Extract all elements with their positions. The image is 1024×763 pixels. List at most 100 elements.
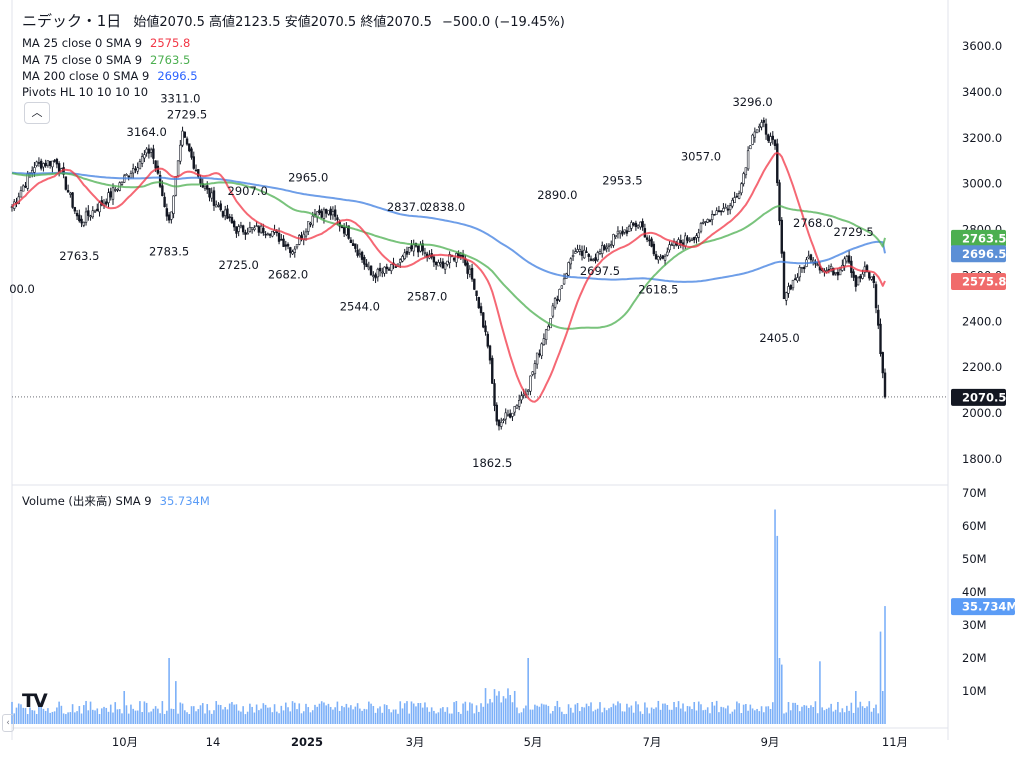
volume-bar — [287, 707, 289, 724]
volume-bar — [684, 711, 687, 724]
volume-bar — [769, 708, 772, 724]
pivot-label: 2837.0 — [387, 200, 427, 214]
scroll-left-button[interactable]: ‹ — [2, 714, 14, 732]
volume-bar — [677, 701, 680, 724]
volume-bar — [870, 711, 873, 724]
candle-body — [387, 268, 391, 271]
volume-bar — [659, 709, 662, 724]
volume-bar — [392, 709, 395, 724]
candle-body — [417, 245, 420, 253]
volume-bar — [859, 701, 862, 724]
volume-bar — [89, 701, 92, 724]
price-tick-label: 2400.0 — [962, 314, 1002, 328]
candle-body — [470, 267, 474, 280]
volume-bar — [834, 709, 837, 724]
volume-bar — [381, 712, 384, 724]
legend-pivots[interactable]: Pivots HL 10 10 10 10 — [22, 85, 148, 99]
volume-bar — [204, 713, 206, 724]
candle-body — [863, 266, 867, 273]
volume-bar — [552, 711, 554, 724]
candle-body — [342, 227, 346, 234]
candle-body — [578, 248, 581, 252]
candle-body — [560, 285, 564, 289]
volume-bar — [152, 708, 155, 724]
volume-bar — [399, 701, 402, 724]
volume-bar — [843, 712, 846, 724]
volume-bar — [26, 714, 29, 724]
volume-bar — [293, 702, 296, 724]
tradingview-logo[interactable]: TV — [22, 690, 48, 712]
candle-body — [367, 266, 371, 270]
volume-bar — [127, 713, 130, 724]
ma75-line — [11, 172, 886, 330]
legend-ma200[interactable]: MA 200 close 0 SMA 9 2696.5 — [22, 69, 198, 83]
volume-bar — [309, 712, 312, 724]
volume-bar — [504, 698, 507, 724]
volume-tick-label: 60M — [962, 519, 987, 533]
legend-ma25[interactable]: MA 25 close 0 SMA 9 2575.8 — [22, 36, 190, 50]
candle-body — [636, 225, 640, 228]
volume-bar — [71, 704, 74, 724]
candle-body — [870, 276, 873, 280]
volume-bar — [179, 702, 182, 724]
volume-bar — [289, 711, 292, 724]
candle-body — [699, 223, 703, 232]
candle-body — [845, 256, 849, 262]
candle-body — [354, 243, 357, 249]
candle-body — [526, 389, 530, 393]
volume-bar — [605, 710, 608, 724]
candle-body — [363, 256, 366, 265]
candle-body — [513, 406, 516, 413]
volume-bar — [664, 703, 666, 724]
volume-bar — [830, 703, 832, 724]
candle-body — [547, 326, 550, 331]
volume-bar — [258, 710, 260, 724]
volume-bar — [484, 688, 487, 724]
candle-body — [322, 209, 326, 219]
low-label: 安値 — [284, 15, 311, 30]
symbol-title[interactable]: ニデック・1日 — [22, 12, 122, 30]
volume-bar — [722, 707, 725, 724]
volume-bar — [69, 712, 72, 724]
candle-body — [668, 244, 671, 251]
volume-bar — [206, 704, 209, 724]
volume-bar — [157, 708, 159, 724]
candle-body — [883, 372, 887, 398]
time-tick-label: 3月 — [406, 735, 425, 749]
volume-bar — [94, 710, 96, 724]
volume-bar — [567, 704, 570, 724]
candle-body — [33, 167, 36, 173]
candle-body — [44, 162, 47, 167]
volume-bar — [875, 704, 877, 724]
volume-bar — [67, 712, 69, 724]
legend-volume[interactable]: Volume (出来高) SMA 9 35.734M — [22, 493, 210, 509]
volume-bar — [855, 691, 857, 724]
volume-bar — [237, 710, 240, 724]
candle-body — [93, 210, 97, 213]
volume-bar — [491, 702, 494, 724]
volume-bar — [650, 707, 653, 724]
price-badge-label: 2696.5 — [962, 247, 1006, 261]
legend-ma75[interactable]: MA 75 close 0 SMA 9 2763.5 — [22, 53, 190, 67]
volume-bar — [300, 713, 303, 724]
candle-body — [625, 230, 629, 234]
candle-body — [181, 130, 184, 146]
price-tick-label: 2200.0 — [962, 360, 1002, 374]
candle-body — [803, 267, 806, 270]
volume-bar — [617, 701, 619, 724]
volume-bar — [244, 714, 247, 724]
candle-body — [210, 192, 213, 199]
volume-bar — [789, 710, 792, 724]
legend-ma25-label: MA 25 close 0 SMA 9 — [22, 36, 143, 50]
candle-body — [376, 268, 380, 278]
collapse-legend-button[interactable]: ︿ — [24, 102, 50, 124]
candle-body — [737, 193, 741, 199]
candle-body — [138, 161, 142, 170]
volume-bar — [56, 707, 58, 724]
candle-body — [623, 229, 626, 233]
volume-bar — [154, 706, 157, 724]
volume-bar — [446, 707, 449, 724]
volume-bar — [841, 708, 844, 724]
volume-bar — [816, 713, 819, 724]
